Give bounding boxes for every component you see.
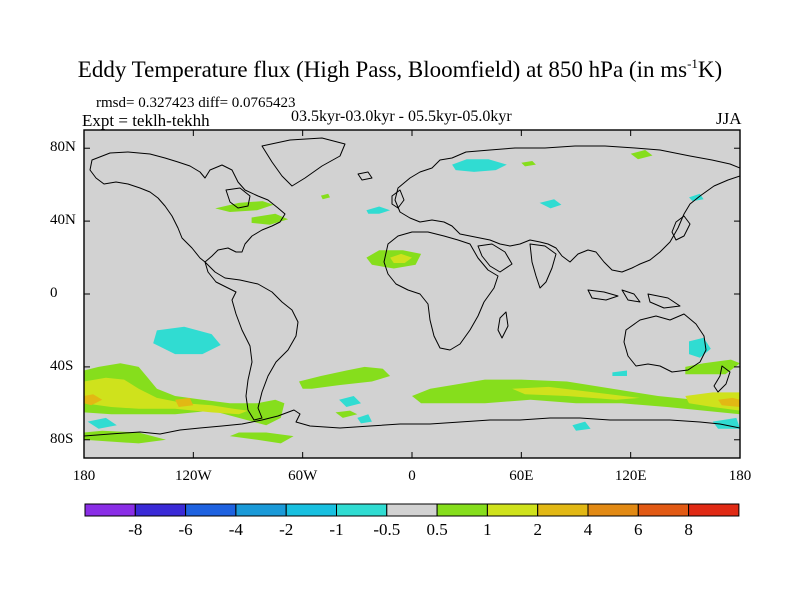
colorbar-box: [486, 503, 539, 517]
region-sahara-yellow: [390, 253, 412, 263]
region-so-pacific-east-yellow: [685, 392, 740, 411]
colorbar-box: [336, 503, 388, 517]
region-antarctic-pen-green: [229, 432, 294, 444]
region-sw-pacific-cyan: [87, 417, 117, 429]
axis-ticks: [83, 130, 741, 458]
period-label: 03.5kyr-03.0kyr - 05.5kyr-05.0kyr: [291, 108, 512, 125]
coast-australia: [623, 313, 707, 373]
lat-tick-label: 40N: [50, 212, 76, 229]
field-regions: [84, 150, 740, 444]
lon-tick-label: 120E: [614, 468, 647, 484]
coast-arabia: [477, 243, 513, 273]
colorbar-boxes: [84, 503, 740, 517]
region-arctic-cyan: [452, 159, 507, 172]
title-main: Eddy Temperature flux (High Pass, Bloomf…: [77, 57, 688, 82]
stats-line: rmsd= 0.327423 diff= 0.0765423: [96, 95, 296, 111]
region-so-indian-yellow: [512, 386, 640, 400]
lat-tick-label: 80N: [50, 139, 76, 156]
colorbar-label: 1: [483, 520, 492, 539]
region-n-atlantic-cyan: [366, 206, 391, 214]
season-label: JJA: [716, 109, 742, 128]
title-superscript: -1: [687, 56, 698, 71]
region-antarctic-cyan-e: [712, 417, 740, 429]
lon-tick-label: 120W: [174, 468, 212, 484]
region-south-australia-green: [685, 359, 740, 375]
coast-hudson-bay: [225, 187, 251, 209]
colorbar-label: -0.5: [373, 520, 401, 539]
colorbar-label: 4: [583, 520, 593, 539]
colorbar-label: -6: [178, 520, 193, 539]
colorbar-label: -1: [329, 520, 344, 539]
coastlines: [84, 137, 740, 437]
region-ross-cyan: [357, 414, 372, 424]
region-newfoundland-green: [320, 193, 330, 200]
region-arctic-siberia-green: [630, 150, 653, 160]
lon-tick-label: 180: [728, 468, 752, 484]
lon-tick-label: 0: [408, 468, 416, 484]
region-indian-cyan: [612, 370, 627, 376]
coast-japan: [671, 215, 691, 241]
coast-africa: [383, 231, 499, 351]
coast-greenland: [261, 137, 346, 187]
colorbar-label: 6: [634, 520, 643, 539]
colorbar-label: -2: [279, 520, 294, 539]
region-s-indian-cyan: [572, 421, 591, 431]
colorbar-box: [235, 503, 287, 517]
coast-antarctica: [84, 409, 740, 437]
region-so-pacific-orange-c: [175, 397, 194, 407]
colorbar-box: [386, 503, 438, 517]
region-kara-sea-green: [521, 161, 536, 167]
colorbar-label: -4: [228, 520, 243, 539]
region-so-atlantic-green: [299, 366, 391, 389]
lon-tick-label: 180: [72, 468, 96, 484]
region-drake-cyan: [339, 396, 361, 407]
coast-eurasia: [394, 145, 740, 273]
coast-indonesia: [587, 289, 681, 309]
colorbar-box: [537, 503, 589, 517]
colorbar-box: [637, 503, 690, 517]
region-so-pacific-east-orange: [718, 397, 740, 407]
colorbar-box: [688, 503, 740, 517]
region-so-pacific-orange-w: [84, 394, 103, 406]
region-so-indian-green: [412, 379, 740, 415]
coast-madagascar: [497, 311, 509, 339]
coast-india: [529, 243, 557, 289]
region-so-pacific-yellow: [84, 377, 248, 415]
experiment-label: Expt = teklh-tekhh: [82, 111, 210, 130]
region-e-pacific-cyan: [153, 326, 221, 355]
colorbar-label: 8: [684, 520, 693, 539]
region-ross-sea-green: [84, 430, 166, 444]
coast-new-zealand: [713, 365, 731, 393]
chart-title: Eddy Temperature flux (High Pass, Bloomf…: [0, 56, 800, 83]
lon-tick-label: 60E: [509, 468, 534, 484]
title-end: K): [697, 57, 723, 82]
region-ne-asia-cyan: [539, 199, 562, 209]
coast-british-isles: [391, 189, 405, 209]
colorbar-box: [285, 503, 338, 517]
lat-tick-label: 40S: [50, 357, 74, 374]
colorbar-box: [84, 503, 136, 517]
colorbar-label: 0.5: [426, 520, 448, 539]
lat-tick-label: 0: [50, 285, 58, 301]
coast-north-america: [89, 151, 286, 263]
colorbar-box: [134, 503, 187, 517]
lon-tick-label: 60W: [288, 468, 318, 484]
coast-iceland: [357, 171, 373, 181]
coast-south-america: [204, 261, 299, 421]
colorbar-label: -8: [128, 520, 143, 539]
colorbar-box: [587, 503, 639, 517]
colorbar-box: [185, 503, 237, 517]
colorbar-label: 2: [533, 520, 542, 539]
region-weddell-green: [335, 410, 358, 418]
colorbar-box: [436, 503, 488, 517]
lat-tick-label: 80S: [50, 430, 74, 447]
